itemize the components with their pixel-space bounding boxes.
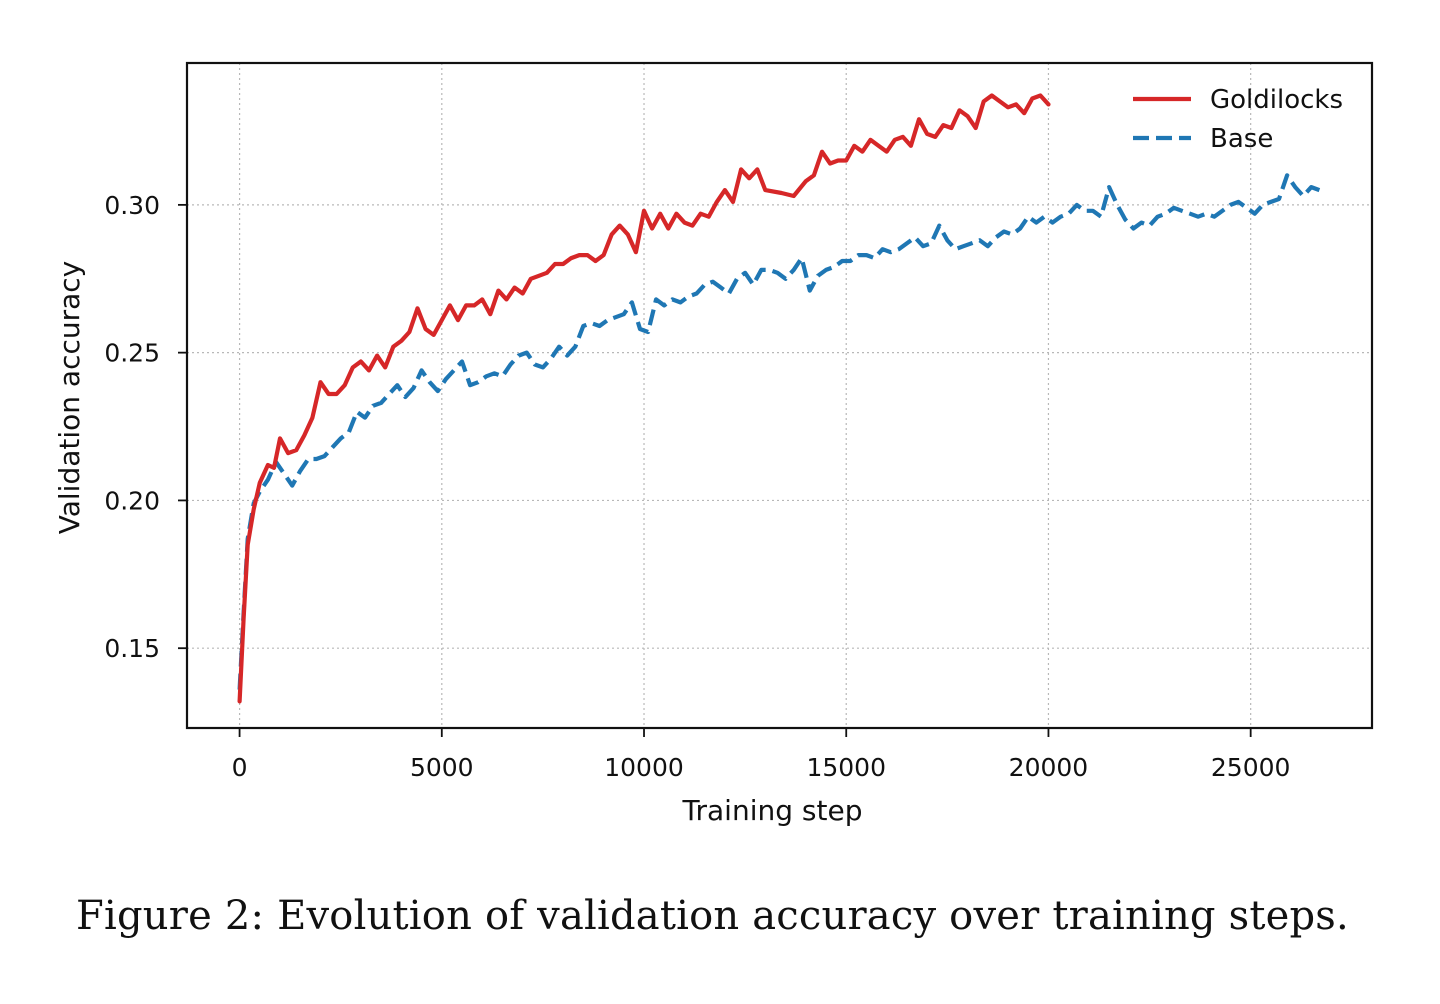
axis-ticks: 0 5000 10000 15000 20000 25000 0.15 0.20 0.25 0.3…: [104, 191, 1290, 782]
x-tick-label: 20000: [1009, 753, 1089, 782]
x-axis-label: Training step: [682, 794, 863, 827]
x-tick-label: 10000: [604, 753, 684, 782]
legend-label-base: Base: [1210, 124, 1273, 154]
series-line-base: [237, 173, 1321, 690]
line-chart: 0 5000 10000 15000 20000 25000 0.15 0.20 0.25 0.3…: [53, 61, 1374, 827]
chart-canvas: 0 5000 10000 15000 20000 25000 0.15 0.20 0.25 0.3…: [53, 61, 1374, 827]
series-lines: [237, 93, 1321, 704]
y-axis-label: Validation accuracy: [53, 261, 86, 535]
x-tick-label: 5000: [410, 753, 474, 782]
y-tick-label: 0.15: [104, 634, 160, 663]
legend-label-goldilocks: Goldilocks: [1210, 85, 1343, 115]
series-line-goldilocks: [237, 93, 1051, 704]
x-tick-label: 15000: [806, 753, 886, 782]
y-tick-label: 0.20: [104, 486, 160, 515]
x-tick-label: 25000: [1211, 753, 1291, 782]
plot-frame: [185, 61, 1374, 730]
y-tick-label: 0.30: [104, 191, 160, 220]
figure-caption: Figure 2: Evolution of validation accura…: [76, 893, 1349, 939]
grid-lines: [187, 63, 1372, 728]
legend: Goldilocks Base: [1133, 85, 1343, 154]
y-tick-label: 0.25: [104, 339, 160, 368]
x-tick-label: 0: [232, 753, 248, 782]
